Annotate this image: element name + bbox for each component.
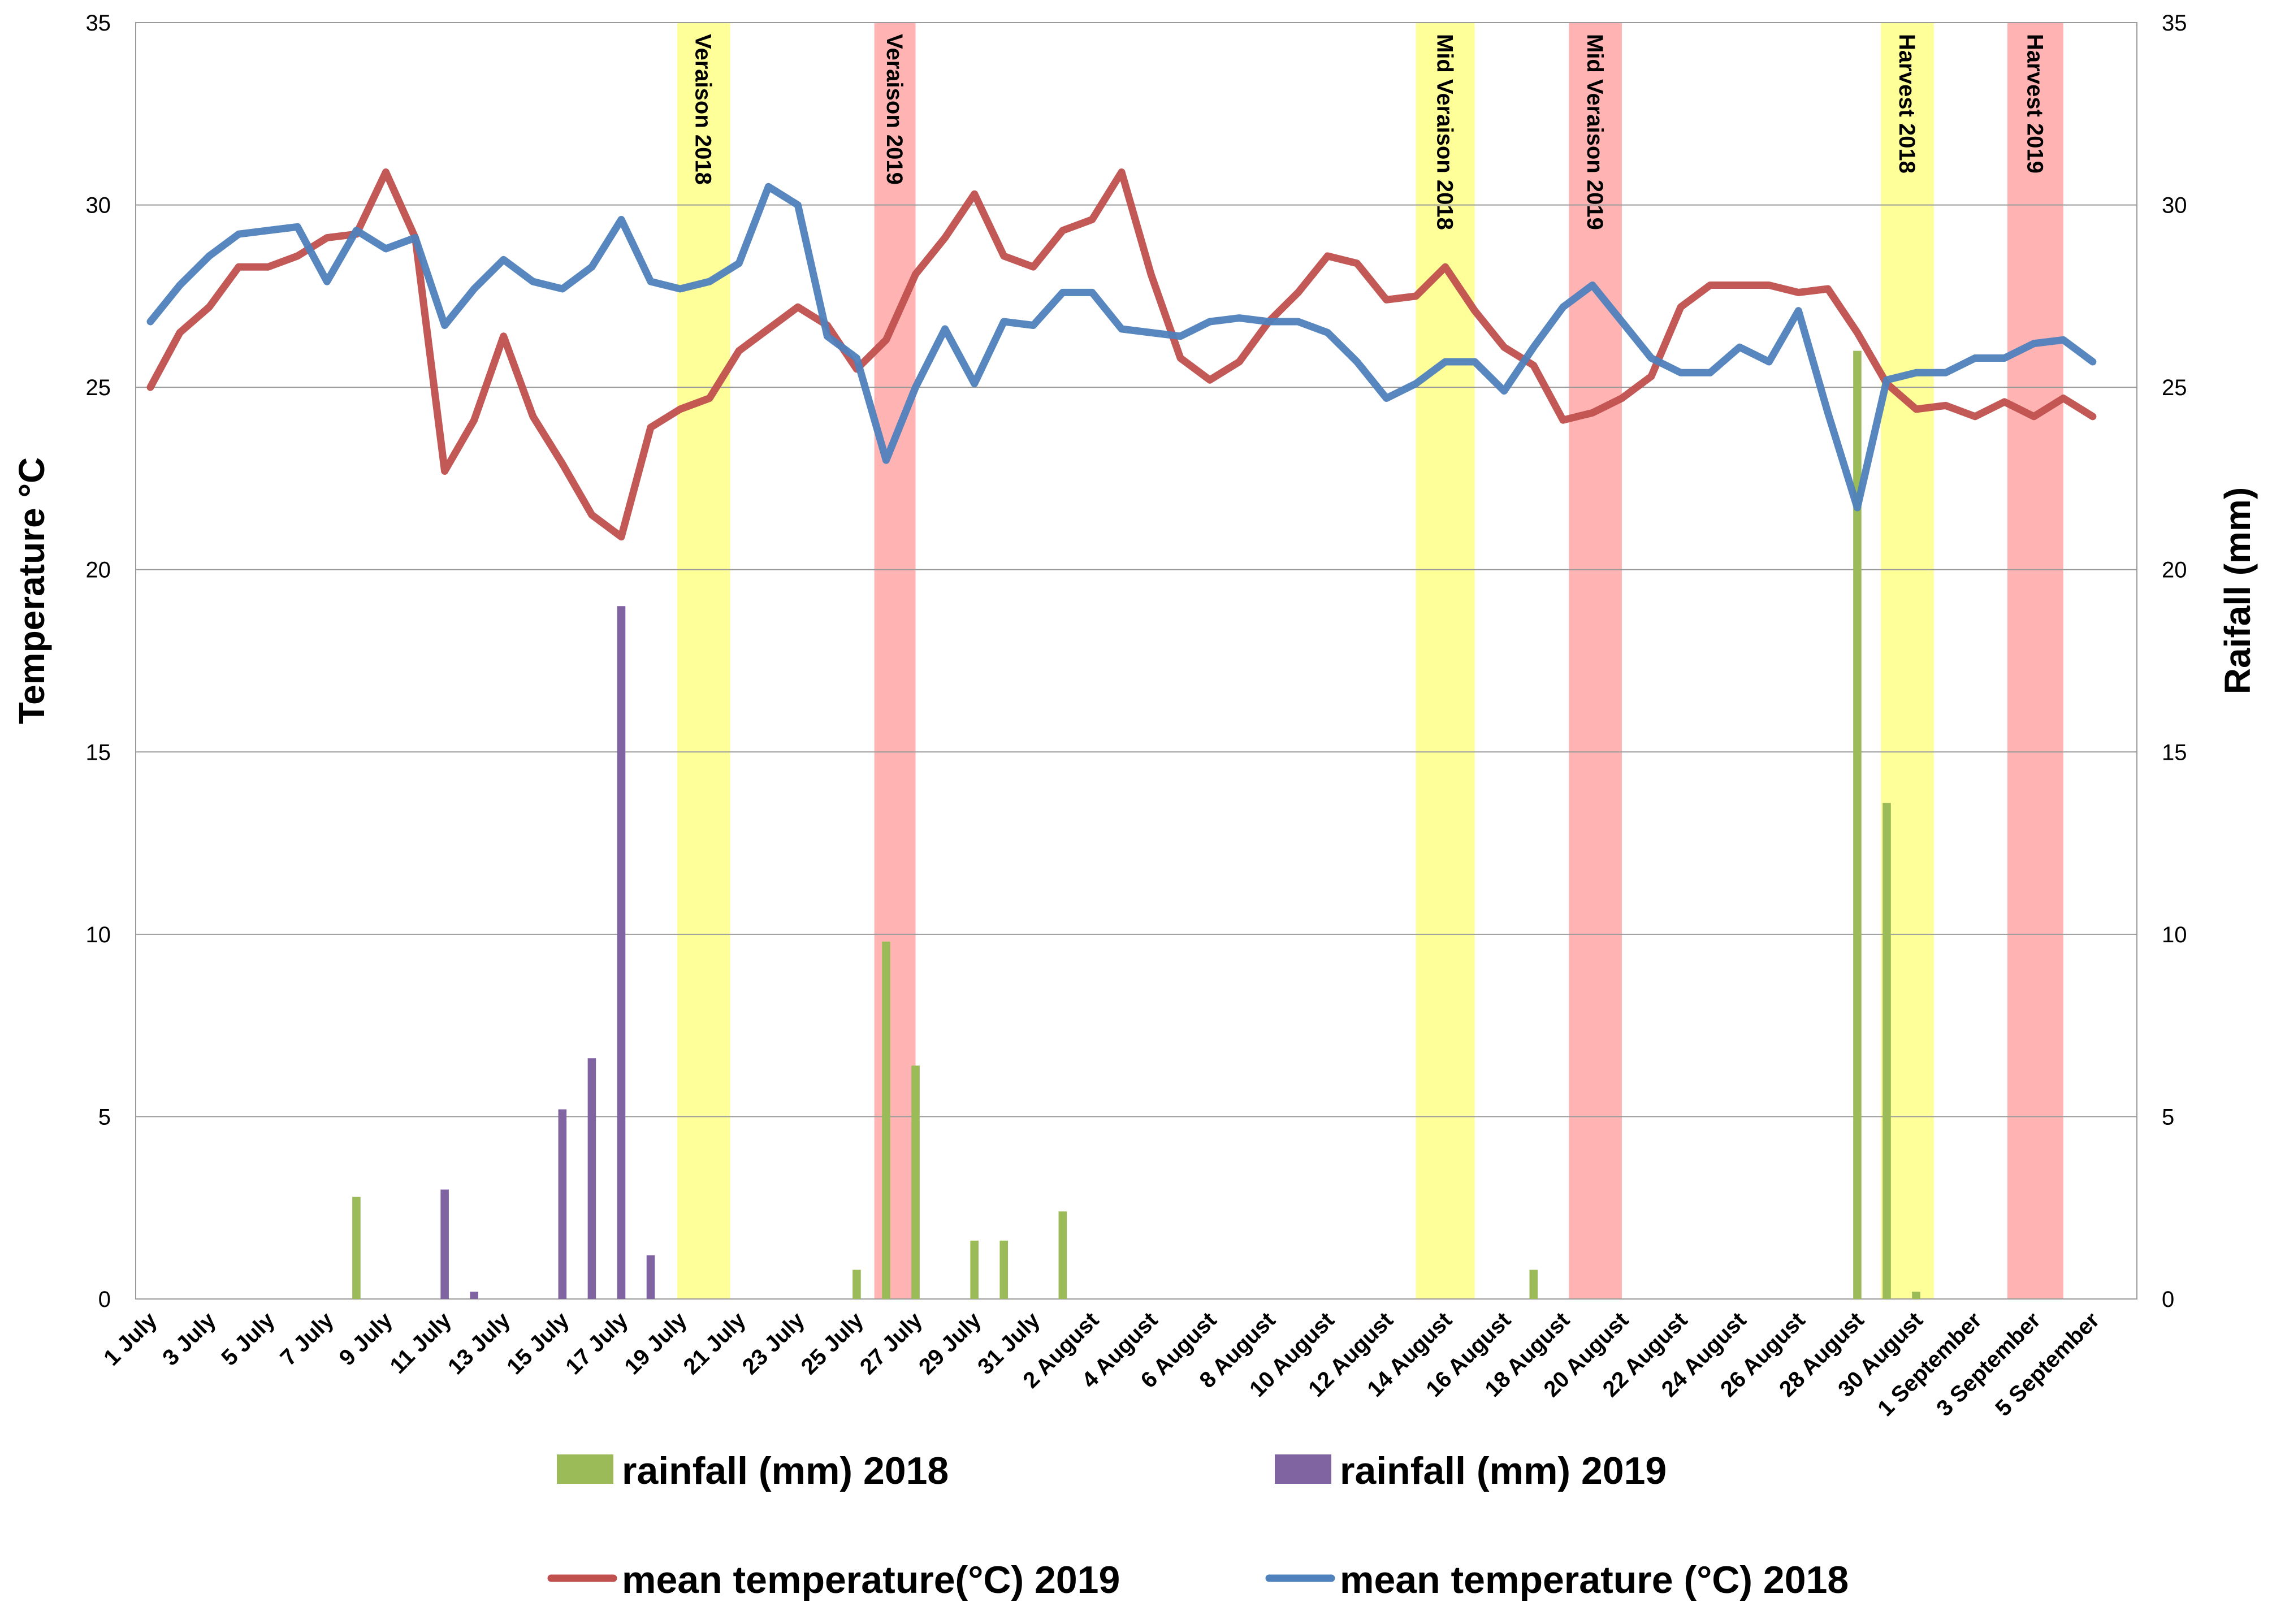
x-tick-7: 15 July [502,1307,574,1380]
y-tick-right-4: 20 [2162,558,2187,583]
y-tick-right-0: 0 [2162,1287,2174,1312]
plot-frame [135,22,2137,1300]
y-tick-left-5: 25 [86,375,111,400]
y-tick-right-6: 30 [2162,193,2187,218]
band-labels: Veraison 2018 Veraison 2019 Mid Veraison 2… [691,34,2048,230]
legend: rainfall (mm) 2018 rainfall (mm) 2019 mean… [547,1449,1849,1601]
x-tick-2: 5 July [217,1307,280,1371]
band-label-0: Veraison 2018 [691,34,716,185]
bar-2018-25 [882,941,890,1299]
bar-2018-26 [911,1066,920,1299]
y-tick-right-5: 25 [2162,375,2187,400]
gridlines [135,22,2137,1300]
x-tick-0: 1 July [99,1307,162,1371]
band-label-1: Veraison 2019 [882,34,907,185]
y-tick-left-2: 10 [86,923,111,947]
temperature-lines [146,168,2097,541]
band-label-2: Mid Veraison 2018 [1433,34,1457,230]
bar-2018-29 [999,1240,1009,1299]
legend-label-2: mean temperature(°C) 2019 [622,1558,1120,1601]
bar-2019-16 [617,606,626,1299]
y-tick-left-7: 35 [86,11,111,36]
legend-label-1: rainfall (mm) 2019 [1340,1449,1667,1492]
bar-2018-24 [852,1270,861,1299]
y-tick-left-6: 30 [86,193,111,218]
band-3 [1569,23,1622,1299]
y-tick-left-4: 20 [86,558,111,583]
legend-swatch-1 [1275,1454,1331,1484]
y-tick-left-1: 5 [98,1105,111,1129]
y-axis-left-title: Temperature °C [11,457,52,725]
x-tick-1: 3 July [158,1307,221,1371]
y-axis-right-title: Raifall (mm) [2217,487,2258,694]
series-line-1 [146,183,2097,512]
y-tick-right-2: 10 [2162,923,2187,947]
band-2 [1416,23,1475,1299]
series-line-0 [146,168,2097,541]
y-tick-left-0: 0 [98,1287,111,1312]
x-tick-3: 7 July [275,1307,339,1371]
x-tick-8: 17 July [561,1307,633,1380]
legend-label-0: rainfall (mm) 2018 [622,1449,949,1492]
band-label-4: Harvest 2018 [1894,34,1919,174]
x-tick-9: 19 July [620,1307,692,1380]
bar-2018-31 [1058,1211,1067,1299]
bar-2018-58 [1853,350,1862,1299]
band-1 [874,23,916,1299]
x-tick-14: 29 July [914,1307,986,1380]
bar-2018-60 [1912,1292,1920,1299]
band-0 [677,23,730,1299]
rainfall-bars [352,350,1920,1299]
y-axis-right-ticks: 0 5 10 15 20 25 30 35 [2162,11,2187,1312]
legend-label-3: mean temperature (°C) 2018 [1340,1558,1849,1601]
bar-2018-47 [1529,1270,1538,1299]
bar-2018-59 [1882,803,1891,1299]
x-tick-13: 27 July [855,1307,928,1380]
y-tick-left-3: 15 [86,740,111,765]
legend-swatch-0 [557,1454,613,1484]
x-tick-6: 13 July [443,1307,516,1380]
x-tick-32: 3 September [1932,1307,2045,1421]
band-5 [2007,23,2063,1299]
bar-2018-7 [352,1197,361,1299]
x-tick-10: 21 July [679,1307,751,1380]
y-tick-right-3: 15 [2162,740,2187,765]
band-label-3: Mid Veraison 2019 [1582,34,1607,230]
bar-2019-10 [440,1189,449,1299]
bar-2018-28 [970,1240,979,1299]
x-tick-5: 11 July [386,1307,457,1379]
bar-2019-17 [646,1255,655,1299]
bar-2019-11 [470,1292,478,1299]
y-tick-right-7: 35 [2162,11,2187,36]
x-tick-12: 25 July [797,1307,869,1380]
x-tick-31: 1 September [1873,1307,1987,1421]
bar-2019-15 [587,1058,596,1299]
y-axis-left-ticks: 0 5 10 15 20 25 30 35 [86,11,111,1312]
x-tick-11: 23 July [738,1307,810,1380]
band-label-5: Harvest 2019 [2022,34,2047,174]
y-tick-right-1: 5 [2162,1105,2174,1129]
bar-2019-14 [558,1109,567,1299]
x-tick-33: 5 September [1990,1307,2104,1421]
